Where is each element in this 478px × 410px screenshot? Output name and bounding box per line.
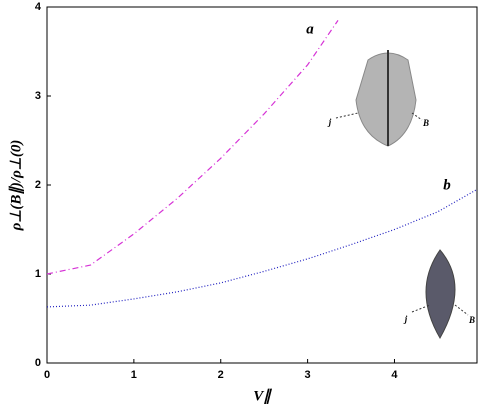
x-axis-label: V∥ xyxy=(253,388,272,404)
y-tick-label: 2 xyxy=(35,179,41,191)
y-tick-label: 1 xyxy=(35,268,41,280)
annotation: B xyxy=(468,315,475,325)
inset-b xyxy=(411,249,469,340)
x-tick-label: 1 xyxy=(131,369,137,381)
inset-a xyxy=(335,50,423,147)
y-tick-label: 3 xyxy=(35,90,41,102)
x-tick-label: 0 xyxy=(44,369,50,381)
y-tick-label: 4 xyxy=(35,1,42,13)
annotation: j xyxy=(403,314,408,324)
line-series xyxy=(46,20,339,275)
y-tick-label: 0 xyxy=(35,357,41,369)
annotation: B xyxy=(422,118,429,128)
x-tick-label: 3 xyxy=(305,369,311,381)
x-tick-label: 4 xyxy=(391,369,398,381)
series-label: b xyxy=(443,177,451,193)
annotation: j xyxy=(327,117,332,127)
series-label: a xyxy=(306,21,314,37)
line-series xyxy=(46,188,478,308)
plot-frame xyxy=(46,6,478,364)
y-axis-label: ρ⊥(B∥)/ρ⊥(0) xyxy=(8,140,24,232)
x-tick-label: 2 xyxy=(218,369,224,381)
